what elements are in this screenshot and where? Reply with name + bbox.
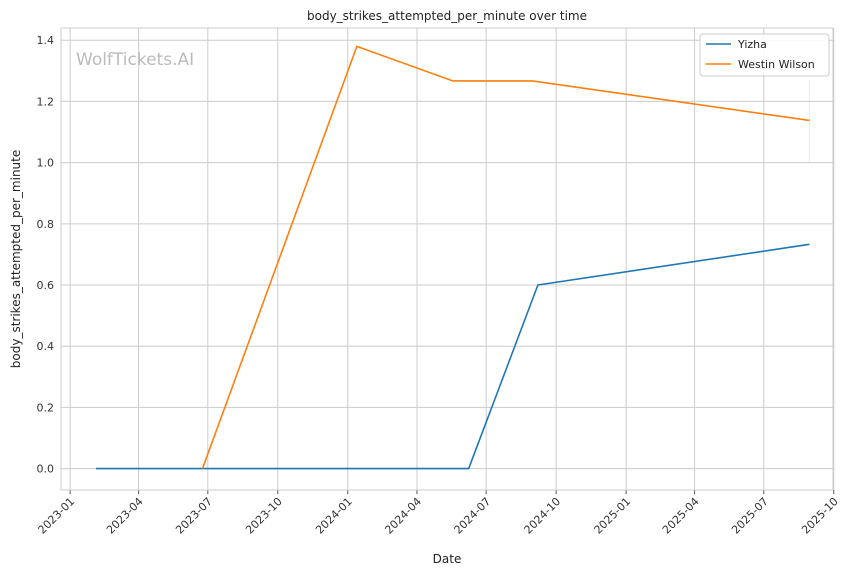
y-axis-title: body_strikes_attempted_per_minute <box>9 150 23 368</box>
x-tick-label: 2024-07 <box>452 495 494 537</box>
y-tick-label: 1.0 <box>37 157 55 170</box>
legend: Yizha Westin Wilson <box>699 33 830 77</box>
x-tick-label: 2025-01 <box>592 495 634 537</box>
y-tick-label: 0.4 <box>37 340 55 353</box>
x-axis-title: Date <box>433 552 462 566</box>
x-tick-label: 2024-10 <box>522 495 564 537</box>
legend-box <box>699 33 830 77</box>
x-tick-label: 2025-04 <box>660 495 702 537</box>
x-tick-label: 2024-04 <box>382 495 424 537</box>
grid <box>61 28 835 490</box>
y-tick-label: 0.0 <box>37 463 55 476</box>
plot-area <box>61 28 833 490</box>
legend-label-yizha: Yizha <box>737 38 767 51</box>
x-tick-label: 2025-10 <box>799 495 841 537</box>
x-tick-label: 2023-01 <box>36 495 78 537</box>
x-tick-label: 2023-10 <box>243 495 285 537</box>
series-line-westin-wilson <box>201 45 810 469</box>
watermark: WolfTickets.AI <box>76 50 194 70</box>
x-tick-label: 2024-01 <box>313 495 355 537</box>
y-axis-ticks: 0.0 0.2 0.4 0.6 0.8 1.0 1.2 1.4 <box>37 34 55 475</box>
x-tick-label: 2023-07 <box>173 495 215 537</box>
x-axis-ticks: 2023-01 2023-04 2023-07 2023-10 2024-01 2024-… <box>36 490 841 537</box>
x-tick-label: 2023-04 <box>104 495 146 537</box>
series-line-yizha <box>95 243 810 470</box>
chart-title: body_strikes_attempted_per_minute over t… <box>307 9 587 23</box>
legend-label-westin-wilson: Westin Wilson <box>738 58 815 71</box>
y-tick-label: 1.2 <box>37 95 55 108</box>
y-tick-label: 0.2 <box>37 401 55 414</box>
series-layer <box>95 45 810 470</box>
y-tick-label: 1.4 <box>37 34 55 47</box>
plot-frame <box>60 27 834 491</box>
x-tick-label: 2025-07 <box>729 495 771 537</box>
y-tick-label: 0.6 <box>37 279 55 292</box>
y-tick-label: 0.8 <box>37 218 55 231</box>
